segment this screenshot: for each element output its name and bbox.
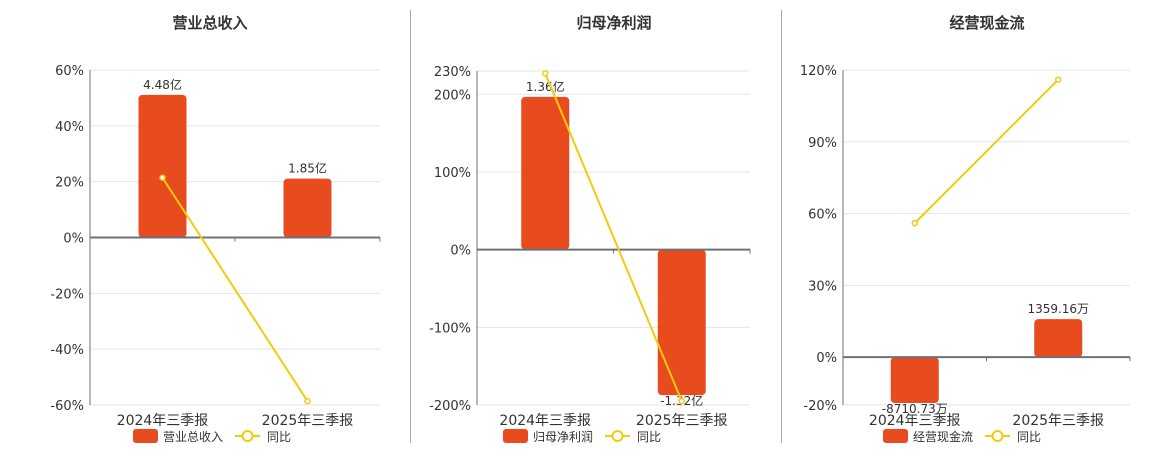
legend-line-label: 同比 xyxy=(1017,430,1041,444)
panel-divider xyxy=(410,10,411,443)
bar-data-label: 1359.16万 xyxy=(1027,302,1089,316)
y-tick-label: -200% xyxy=(429,399,471,414)
y-tick-label: 100% xyxy=(434,166,471,181)
x-tick-label: 2025年三季报 xyxy=(1012,413,1104,429)
y-tick-label: -100% xyxy=(429,321,471,336)
legend-bar-swatch xyxy=(133,429,158,443)
yoy-point xyxy=(1055,76,1062,83)
yoy-line xyxy=(914,78,1059,224)
legend-bar-label: 归母净利润 xyxy=(533,430,593,444)
chart-title: 经营现金流 xyxy=(949,14,1024,32)
x-tick-label: 2025年三季报 xyxy=(636,413,728,429)
legend-line-marker xyxy=(611,430,624,442)
y-tick-label: -20% xyxy=(803,399,837,414)
y-tick-label: 0% xyxy=(816,351,837,366)
bar xyxy=(657,249,706,396)
legend-bar-swatch xyxy=(883,429,908,443)
y-tick-label: 0% xyxy=(450,244,471,259)
bar xyxy=(283,178,332,238)
y-tick-label: -40% xyxy=(50,343,84,358)
yoy-line xyxy=(161,177,309,402)
legend-bar-label: 经营现金流 xyxy=(913,429,973,444)
panel-divider xyxy=(781,10,782,443)
bar xyxy=(890,357,939,404)
x-tick-label: 2024年三季报 xyxy=(117,413,209,429)
yoy-point xyxy=(304,397,311,405)
y-tick-label: 90% xyxy=(808,136,837,151)
bar-data-label: 1.85亿 xyxy=(288,161,327,176)
yoy-point xyxy=(911,219,918,227)
legend-line-marker xyxy=(241,430,254,442)
x-tick-label: 2025年三季报 xyxy=(262,413,354,429)
legend-bar-label: 营业总收入 xyxy=(163,430,223,444)
y-tick-label: -60% xyxy=(50,399,84,414)
yoy-point xyxy=(159,174,166,182)
bar xyxy=(1034,319,1083,358)
legend-bar-swatch xyxy=(503,429,528,443)
bar-data-label: -8710.73万 xyxy=(882,402,948,416)
y-tick-label: -20% xyxy=(50,287,84,302)
chart-title: 营业总收入 xyxy=(172,14,247,32)
legend-line-label: 同比 xyxy=(267,430,291,444)
yoy-point xyxy=(678,397,685,405)
y-tick-label: 0% xyxy=(63,232,84,247)
legend-line-label: 同比 xyxy=(637,430,661,444)
y-tick-label: 40% xyxy=(55,120,84,135)
yoy-line xyxy=(544,72,683,402)
chart-title: 归母净利润 xyxy=(576,14,651,32)
bar xyxy=(521,96,570,250)
bar-data-label: 4.48亿 xyxy=(143,77,182,92)
y-tick-label: 120% xyxy=(800,64,837,79)
legend-line-marker xyxy=(991,430,1004,442)
x-tick-label: 2024年三季报 xyxy=(869,413,961,429)
bar-data-label: 1.36亿 xyxy=(526,79,565,94)
y-tick-label: 60% xyxy=(55,64,84,79)
y-tick-label: 30% xyxy=(808,279,837,294)
y-tick-label: 20% xyxy=(55,176,84,191)
yoy-point xyxy=(542,70,549,77)
y-tick-label: 230% xyxy=(434,65,471,80)
x-tick-label: 2024年三季报 xyxy=(499,413,591,429)
bar xyxy=(138,94,187,238)
y-tick-label: 200% xyxy=(434,88,471,103)
y-tick-label: 60% xyxy=(808,208,837,223)
